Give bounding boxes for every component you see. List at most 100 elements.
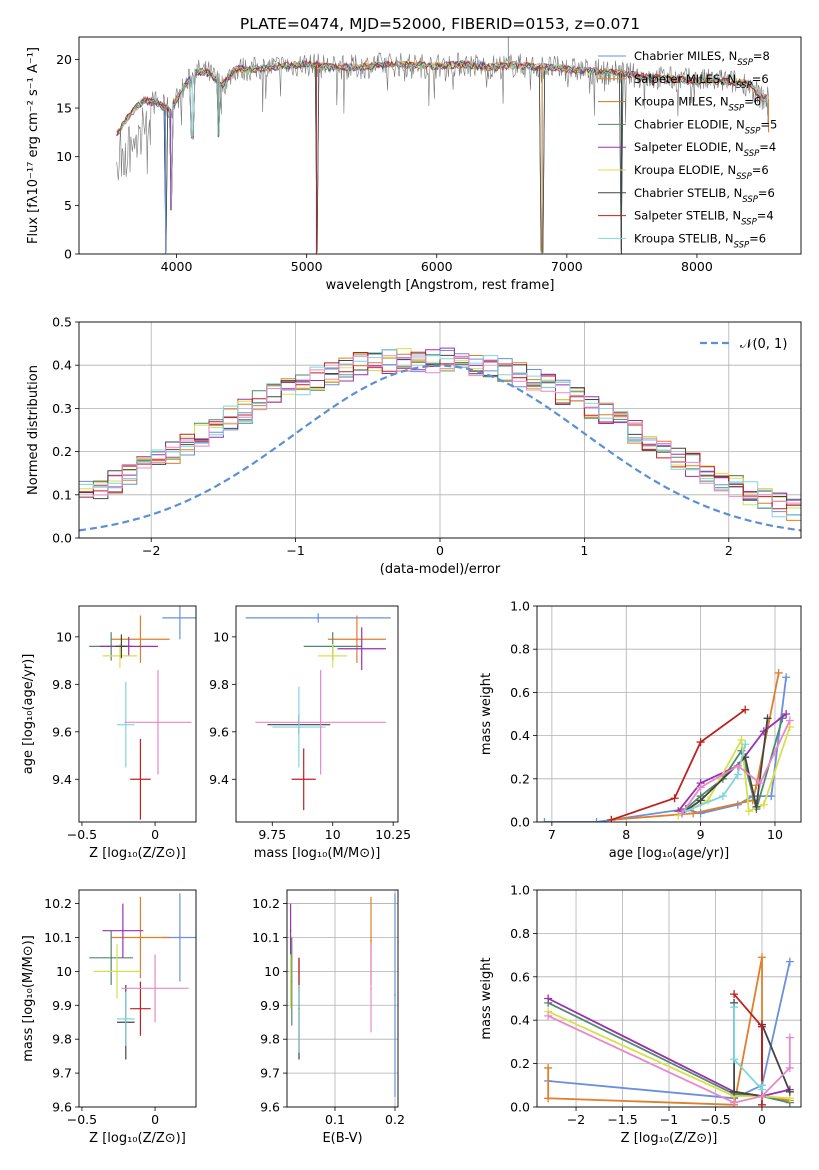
weight-marker	[763, 714, 772, 723]
x-tick-label: 10	[767, 827, 783, 842]
data-point	[394, 994, 396, 996]
y-tick-label: 0.4	[510, 1013, 530, 1028]
x-tick-label: 7000	[551, 259, 583, 274]
x-axis-label: wavelength [Angstrom, rest frame]	[326, 278, 555, 293]
x-tick-label: 0	[758, 1112, 766, 1127]
y-tick-label: 0.2	[52, 444, 72, 459]
axes-frame	[286, 889, 399, 1108]
x-tick-label: −1	[286, 543, 304, 558]
x-axis-label: (data-model)/error	[380, 562, 501, 577]
panel-age-vs-mass: 9.75 10 10.25 9.4 9.6 9.8 10 mass [log₁₀(M/M⊙)]	[209, 605, 411, 861]
x-tick-label: 6000	[421, 259, 453, 274]
weight-marker	[785, 1087, 794, 1096]
y-tick-label: 9.6	[52, 724, 72, 739]
weight-series-2	[547, 1001, 791, 1104]
x-axis-label: age [log₁₀(age/yr)]	[609, 846, 730, 861]
plot-area	[287, 890, 398, 1107]
weight-marker	[782, 710, 791, 718]
weight-marker	[670, 794, 679, 803]
x-tick-label: 0.2	[385, 1112, 405, 1127]
data-point	[139, 1007, 142, 1010]
axes-frame	[78, 605, 197, 823]
weight-marker	[689, 809, 698, 818]
plot-area	[537, 890, 801, 1107]
weight-marker	[544, 1094, 553, 1103]
data-point	[179, 617, 181, 619]
weight-series-6	[611, 708, 746, 821]
legend-label: Salpeter ELODIE, NSSP=4	[634, 140, 776, 159]
weight-marker	[756, 779, 765, 788]
y-tick-label: 9.9	[260, 998, 280, 1013]
weight-marker	[759, 800, 768, 809]
y-tick-label: 9.7	[260, 1066, 280, 1081]
y-tick-label: 20	[56, 52, 72, 67]
weight-marker	[774, 668, 783, 677]
weight-marker	[741, 705, 750, 714]
panel-weight-vs-age: 7 8 9 10 0.0 0.2 0.4 0.6 0.8 1.0 age [log₁₀(age/yr…	[479, 599, 802, 861]
y-axis-label: age [log₁₀(age/yr)]	[21, 654, 36, 775]
data-point	[125, 723, 127, 726]
weight-marker	[730, 1098, 739, 1107]
plot-area	[89, 606, 196, 820]
legend-label: Salpeter MILES, NSSP=6	[634, 72, 769, 91]
x-tick-label: 10.25	[375, 827, 411, 842]
y-tick-label: 10	[264, 964, 280, 979]
y-tick-label: 9.9	[52, 998, 72, 1013]
weight-marker	[733, 770, 742, 779]
panel-spectrum: 4000 5000 6000 7000 8000 0 5 10 15 20 wavelength […	[26, 36, 802, 293]
y-tick-label: 0	[64, 247, 72, 262]
weight-marker	[592, 818, 601, 822]
y-tick-label: 0.3	[52, 401, 72, 416]
legend-label: Chabrier STELIB, NSSP=6	[634, 186, 775, 205]
y-tick-label: 9.8	[52, 677, 72, 692]
legend-label: Kroupa ELODIE, NSSP=6	[634, 163, 769, 182]
legend-label: Kroupa MILES, NSSP=6	[634, 95, 761, 114]
x-tick-label: 7	[548, 827, 556, 842]
x-tick-label: 8000	[681, 259, 713, 274]
weight-marker	[696, 809, 705, 818]
x-tick-label: 0	[151, 827, 159, 842]
figure-title: PLATE=0474, MJD=52000, FIBERID=0153, z=0…	[240, 15, 640, 33]
weight-marker	[733, 761, 742, 770]
data-point	[298, 1018, 300, 1020]
weight-marker	[785, 1063, 794, 1072]
weight-marker	[757, 1081, 766, 1090]
y-tick-label: 0.6	[510, 685, 530, 700]
data-point	[291, 980, 293, 983]
data-point	[127, 645, 130, 648]
data-point	[179, 936, 181, 939]
weight-marker	[696, 738, 705, 747]
y-tick-label: 10	[56, 964, 72, 979]
weight-marker	[544, 1063, 553, 1072]
data-point	[302, 778, 305, 781]
x-axis-label: Z [log₁₀(Z/Z⊙)]	[89, 1131, 186, 1146]
y-tick-label: 10	[56, 629, 72, 644]
legend-label: Chabrier MILES, NSSP=8	[634, 49, 770, 68]
plot-area	[245, 613, 391, 811]
weight-marker	[785, 716, 794, 725]
data-point	[356, 638, 358, 641]
weight-series-0	[548, 961, 791, 1100]
y-tick-label: 9.7	[52, 1066, 72, 1081]
data-point	[331, 655, 334, 657]
y-tick-label: 0.4	[52, 358, 72, 373]
axes-frame	[78, 321, 802, 539]
data-point	[119, 655, 121, 657]
y-tick-label: 10.1	[44, 930, 72, 945]
y-tick-label: 1.0	[510, 883, 530, 898]
weight-marker	[696, 796, 705, 805]
y-axis-label: mass weight	[479, 673, 494, 755]
x-tick-label: −2	[142, 543, 160, 558]
weight-marker	[730, 1003, 739, 1012]
x-tick-label: −0.5	[700, 1112, 730, 1127]
model-spectrum-8	[116, 59, 770, 207]
y-tick-label: 0.0	[52, 531, 72, 546]
weight-series-5	[681, 718, 769, 815]
x-tick-label: 9	[697, 827, 705, 842]
data-point	[289, 980, 292, 983]
x-axis-label: E(B-V)	[322, 1131, 362, 1146]
model-spectrum-6	[116, 59, 770, 253]
y-tick-label: 15	[56, 101, 72, 116]
y-tick-label: 10	[56, 149, 72, 164]
